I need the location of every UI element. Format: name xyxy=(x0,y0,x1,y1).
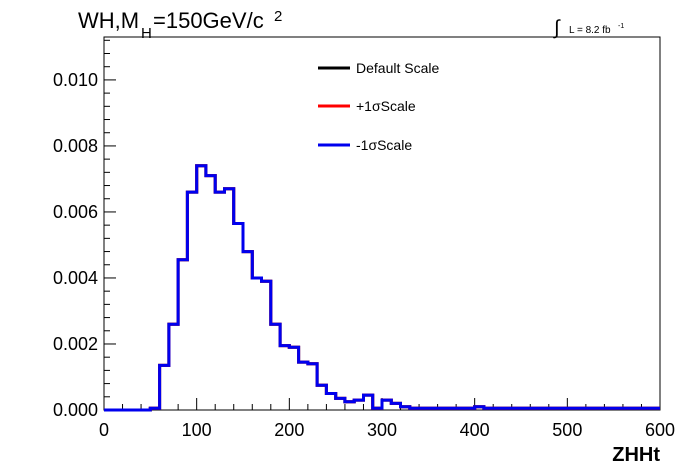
x-axis: 0 100 200 300 400 500 600 xyxy=(99,398,675,440)
y-tick-label: 0.006 xyxy=(53,202,98,222)
title-subscript: H xyxy=(141,25,152,42)
title: WH,M H =150GeV/c 2 xyxy=(78,8,282,42)
legend-label-default: Default Scale xyxy=(356,60,439,76)
luminosity-label: ∫ L = 8.2 fb -1 xyxy=(553,17,624,39)
x-tick-label: 400 xyxy=(460,420,490,440)
x-tick-label: 500 xyxy=(552,420,582,440)
integral-symbol: ∫ xyxy=(553,17,561,39)
series-2 xyxy=(104,164,660,412)
svg-text:WH,M: WH,M xyxy=(78,8,139,33)
svg-text:=150GeV/c: =150GeV/c xyxy=(153,8,264,33)
title-main: WH,M xyxy=(78,8,139,33)
x-tick-label: 100 xyxy=(182,420,212,440)
legend-label-minus1sigma: -1σScale xyxy=(356,137,412,153)
legend: Default Scale +1σScale -1σScale xyxy=(318,60,439,153)
x-tick-label: 0 xyxy=(99,420,109,440)
series-line xyxy=(104,164,660,412)
svg-text:H: H xyxy=(141,25,152,42)
title-superscript: 2 xyxy=(274,8,282,25)
y-tick-label: 0.010 xyxy=(53,70,98,90)
y-tick-label: 0.008 xyxy=(53,136,98,156)
x-tick-label: 300 xyxy=(367,420,397,440)
series-layer xyxy=(104,164,660,412)
x-tick-label: 200 xyxy=(274,420,304,440)
svg-text:2: 2 xyxy=(274,8,282,25)
title-rest: =150GeV/c xyxy=(153,8,264,33)
y-tick-label: 0.000 xyxy=(53,400,98,420)
y-axis: 0.000 0.002 0.004 0.006 0.008 0.010 xyxy=(53,39,116,420)
y-tick-label: 0.004 xyxy=(53,268,98,288)
y-tick-label: 0.002 xyxy=(53,334,98,354)
x-tick-label: 600 xyxy=(645,420,675,440)
legend-label-plus1sigma: +1σScale xyxy=(356,98,416,114)
x-axis-title: ZHHt xyxy=(612,444,660,466)
luminosity-superscript: -1 xyxy=(618,23,624,30)
luminosity-text: L = 8.2 fb xyxy=(569,25,611,36)
